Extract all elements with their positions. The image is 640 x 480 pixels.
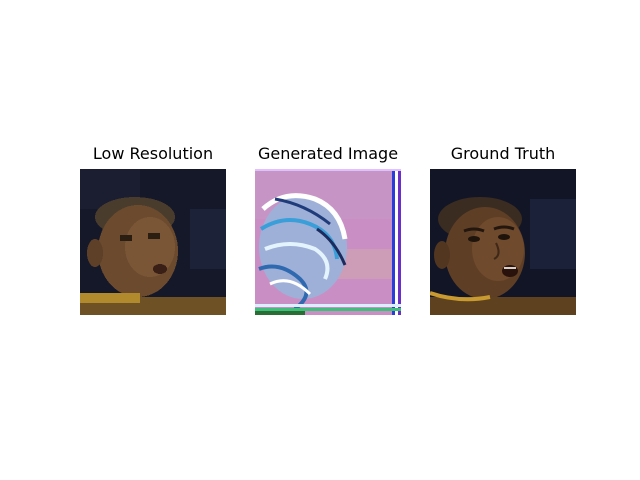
low-resolution-title: Low Resolution [92,144,214,163]
low-resolution-image [80,169,226,315]
ground-truth-title: Ground Truth [450,144,556,163]
generated-image [255,169,401,315]
ground-truth-image [430,169,576,315]
generated-image-title: Generated Image [257,144,399,163]
